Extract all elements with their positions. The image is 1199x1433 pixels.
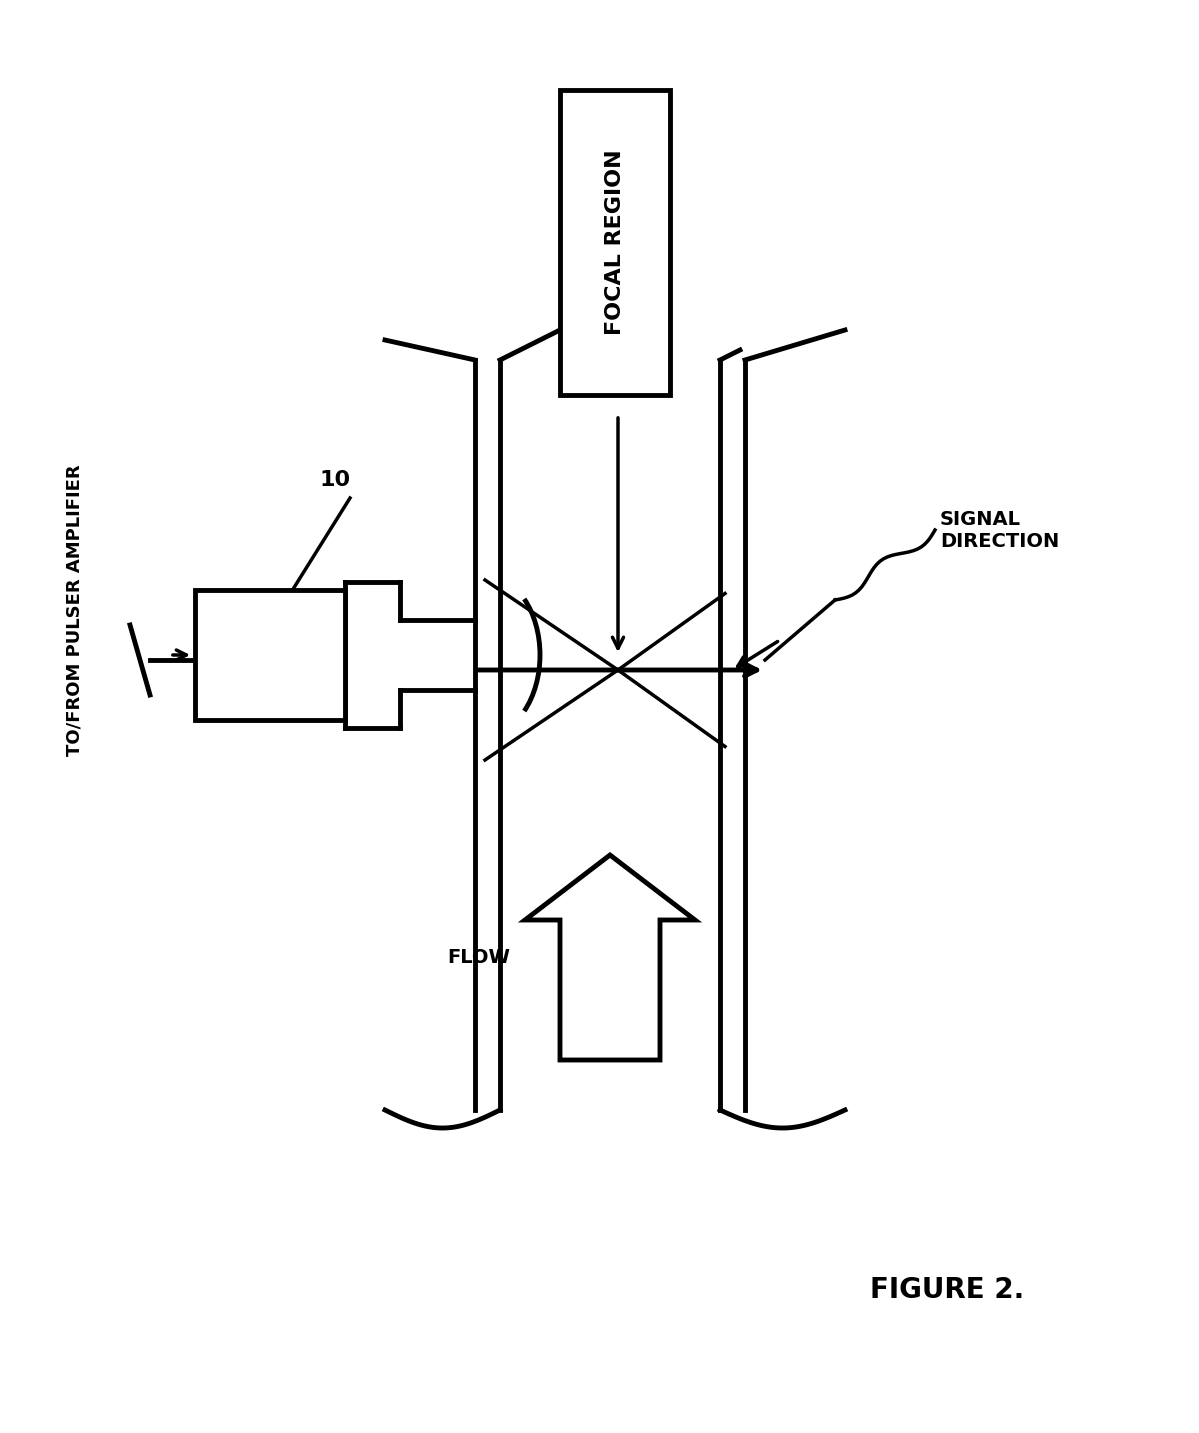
Bar [560, 90, 670, 396]
Bar [195, 590, 345, 719]
Text: SIGNAL
DIRECTION: SIGNAL DIRECTION [940, 510, 1059, 550]
Text: FOCAL REGION: FOCAL REGION [605, 149, 625, 335]
Text: FIGURE 2.: FIGURE 2. [870, 1275, 1024, 1304]
Text: 10: 10 [319, 470, 350, 490]
Text: FLOW: FLOW [447, 949, 510, 967]
Text: TO/FROM PULSER AMPLIFIER: TO/FROM PULSER AMPLIFIER [66, 464, 84, 755]
